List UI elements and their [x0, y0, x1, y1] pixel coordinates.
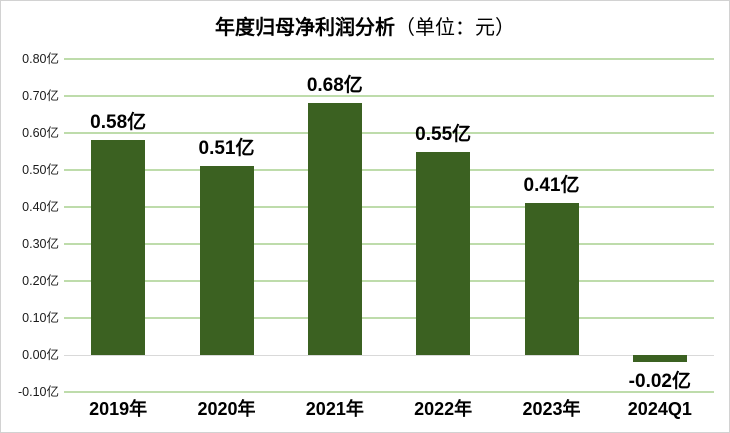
gridline — [64, 169, 714, 171]
bar-value-label: 0.41亿 — [523, 175, 580, 197]
bar-2021年 — [307, 103, 362, 355]
bar-2022年 — [416, 151, 471, 355]
chart-title: 年度归母净利润分析（单位：元） — [1, 14, 729, 42]
y-axis-tick-label: 0.80亿 — [22, 52, 59, 66]
gridline — [64, 391, 714, 393]
y-axis-tick-label: 0.60亿 — [22, 126, 59, 140]
y-axis-tick-label: 0.70亿 — [22, 89, 59, 103]
bar-value-label: 0.68亿 — [306, 75, 363, 97]
bar-value-label: -0.02亿 — [628, 371, 691, 393]
y-axis-tick-label: 0.00亿 — [22, 348, 59, 362]
bar-2024Q1 — [632, 355, 687, 363]
gridline — [64, 317, 714, 319]
y-axis-tick-label: 0.50亿 — [22, 163, 59, 177]
x-axis-category-label: 2021年 — [305, 399, 364, 419]
x-axis-category-label: 2019年 — [89, 399, 148, 419]
x-axis-category-label: 2024Q1 — [627, 399, 692, 419]
y-axis-tick-label: 0.10亿 — [22, 311, 59, 325]
gridline — [64, 206, 714, 208]
y-axis-tick-label: 0.40亿 — [22, 200, 59, 214]
bar-2019年 — [91, 140, 146, 355]
x-axis-category-label: 2023年 — [522, 399, 581, 419]
gridline — [64, 95, 714, 97]
bar-2023年 — [524, 203, 579, 355]
chart-title-main: 年度归母净利润分析 — [215, 17, 395, 39]
gridline — [64, 58, 714, 60]
y-axis-tick-label: 0.20亿 — [22, 274, 59, 288]
bar-2020年 — [199, 166, 254, 355]
gridline — [64, 132, 714, 134]
x-axis-category-label: 2020年 — [197, 399, 256, 419]
gridline — [64, 243, 714, 245]
bar-value-label: 0.51亿 — [198, 138, 255, 160]
bar-value-label: 0.58亿 — [90, 112, 147, 134]
zero-gridline — [64, 354, 714, 356]
bar-value-label: 0.55亿 — [415, 123, 472, 145]
y-axis-tick-label: -0.10亿 — [18, 385, 59, 399]
chart-title-unit: （单位：元） — [395, 17, 515, 39]
x-axis-category-label: 2022年 — [414, 399, 473, 419]
gridline — [64, 280, 714, 282]
y-axis-tick-label: 0.30亿 — [22, 237, 59, 251]
